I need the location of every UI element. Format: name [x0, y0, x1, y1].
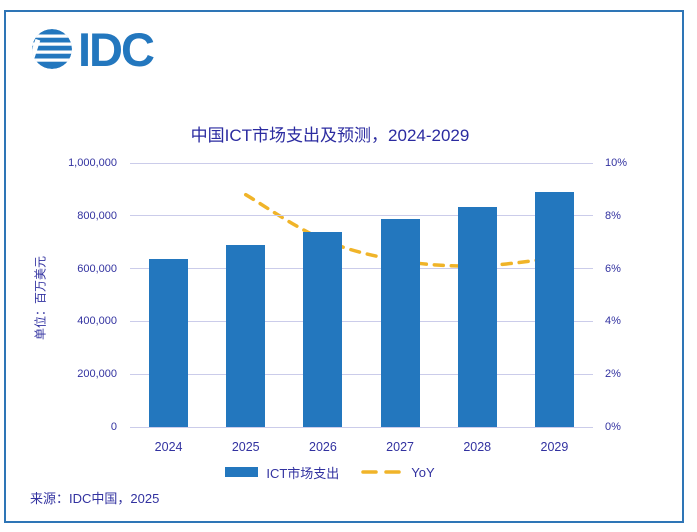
right-axis-tick: 2%	[605, 368, 621, 381]
left-axis-tick: 0	[110, 421, 117, 433]
bar-2026	[303, 231, 343, 427]
gridline	[130, 426, 593, 428]
bar-series-swatch	[225, 467, 259, 477]
chart-legend: ICT市场支出 YoY	[60, 463, 600, 481]
right-axis-tick: 8%	[605, 209, 621, 222]
yoy-line-chart	[244, 192, 557, 268]
chart-title: 中国ICT市场支出及预测，2024-2029	[190, 126, 470, 145]
right-axis-tick: 6%	[605, 262, 621, 275]
bar-2027	[380, 219, 420, 427]
left-axis-tick: 800,000	[77, 209, 117, 222]
bar-2025	[226, 244, 266, 427]
left-axis-tick: 600,000	[77, 262, 117, 275]
right-axis-tick: 4%	[605, 315, 621, 328]
x-axis-tick: 2025	[231, 440, 260, 454]
gridline	[130, 320, 593, 322]
bar-2024	[149, 259, 189, 427]
right-axis-ticks: 10% 8% 6% 4% 2% 0%	[605, 157, 665, 433]
bar-2029	[534, 192, 574, 427]
gridline	[130, 162, 593, 164]
left-axis-tick: 400,000	[77, 315, 117, 328]
right-axis-tick: 0%	[605, 421, 621, 433]
line-series-label: YoY	[411, 464, 435, 480]
plot-area	[130, 162, 593, 428]
left-axis-ticks: 1,000,000 800,000 600,000 400,000 200,000 0	[0, 157, 117, 433]
x-axis-tick: 2029	[540, 440, 569, 454]
gridline	[130, 268, 593, 270]
x-axis-tick: 2026	[309, 440, 337, 454]
bar-2028	[457, 206, 497, 427]
x-axis-tick: 2024	[154, 440, 183, 454]
x-axis-tick: 2027	[386, 440, 414, 454]
idc-logo: IDC	[30, 22, 155, 76]
left-axis-tick: 1,000,000	[68, 157, 117, 169]
idc-globe-icon	[32, 29, 72, 69]
idc-logo-text: IDC	[78, 22, 155, 76]
gridline	[130, 373, 593, 375]
x-axis-tick: 2028	[463, 440, 492, 454]
source-note: 来源：IDC中国，2025	[30, 491, 160, 506]
x-axis-labels: 2024 2025 2026 2027 2028 2029	[130, 440, 593, 456]
right-axis-tick: 10%	[605, 157, 628, 169]
line-series-swatch	[361, 470, 404, 474]
bar-series-label: ICT市场支出	[266, 465, 340, 481]
gridline	[130, 215, 593, 217]
left-axis-tick: 200,000	[77, 368, 117, 381]
